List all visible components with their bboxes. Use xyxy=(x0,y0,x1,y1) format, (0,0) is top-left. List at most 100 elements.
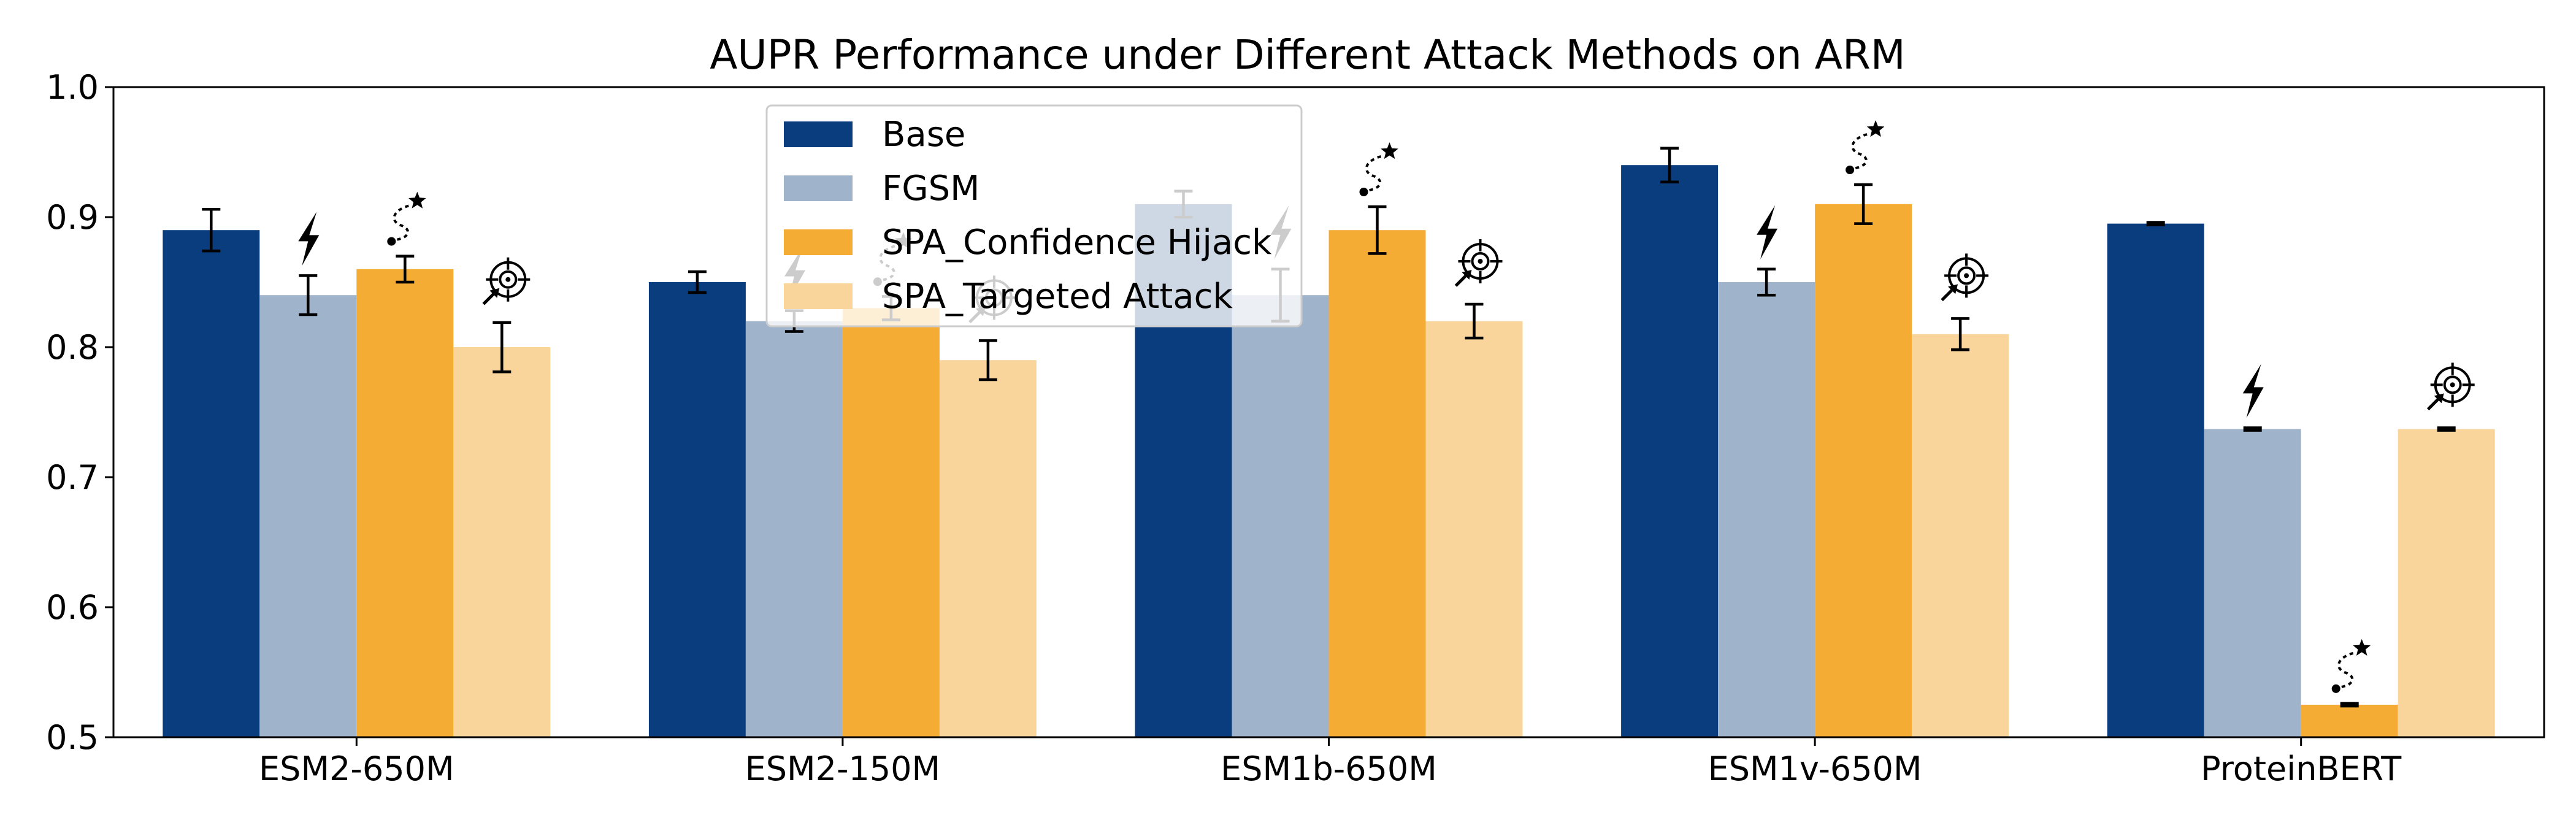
bolt-shape xyxy=(2242,364,2264,418)
x-tick-label: ProteinBERT xyxy=(2201,749,2402,788)
axes-layer: 0.5 0.6 0.7 0.8 0.9 1.0 ESM2-650M ESM2-150M ESM1… xyxy=(46,68,2545,788)
bar xyxy=(2398,429,2495,737)
error-bar xyxy=(1951,317,1970,351)
bar xyxy=(2204,429,2301,737)
bar xyxy=(1425,321,1523,737)
dotted-path-star-icon xyxy=(2331,638,2371,693)
arrow-head xyxy=(489,288,500,298)
bar xyxy=(2107,223,2204,738)
arrow-head xyxy=(1462,270,1472,280)
target-inner-ring xyxy=(1471,252,1490,270)
dotted-path-star-icon xyxy=(1846,120,1885,174)
legend-swatch xyxy=(784,175,853,201)
bar xyxy=(842,308,940,737)
path-start-dot xyxy=(1846,166,1855,174)
arrow-head xyxy=(2434,393,2444,404)
error-bar xyxy=(396,255,415,284)
bar xyxy=(745,321,843,737)
dotted-path xyxy=(1365,155,1382,192)
error-bar xyxy=(493,321,512,374)
crosshair-target-icon xyxy=(1454,239,1503,287)
error-bar xyxy=(688,270,707,294)
legend-entry: Base xyxy=(784,115,965,155)
dotted-path xyxy=(1851,133,1868,170)
error-bar xyxy=(2243,426,2262,432)
dotted-path-star-icon xyxy=(387,191,426,246)
legend-swatch xyxy=(784,283,853,309)
bar xyxy=(356,269,454,737)
x-tick-label: ESM2-150M xyxy=(745,749,941,788)
bar xyxy=(939,360,1037,737)
bolt-shape xyxy=(298,212,320,266)
star-shape xyxy=(1381,142,1398,159)
target-center-dot xyxy=(2450,382,2455,388)
bar xyxy=(1718,282,1815,737)
lightning-bolt-icon xyxy=(2242,364,2264,418)
legend-label: FGSM xyxy=(882,169,979,209)
legend-swatch xyxy=(784,121,853,147)
bar xyxy=(1815,204,1912,737)
error-bar xyxy=(1757,267,1776,297)
bar xyxy=(1328,230,1426,737)
dotted-path xyxy=(393,204,409,242)
x-tick-label: ESM2-650M xyxy=(259,749,454,788)
bars-layer xyxy=(163,147,2495,738)
bar xyxy=(259,295,357,737)
error-bar xyxy=(299,274,318,316)
y-tick-label: 0.5 xyxy=(46,718,99,757)
target-center-dot xyxy=(1478,259,1483,264)
target-center-dot xyxy=(505,277,511,282)
dotted-path xyxy=(2337,651,2354,689)
target-inner-ring xyxy=(2443,375,2462,394)
arrow-head xyxy=(1948,284,1958,294)
error-bar xyxy=(1854,183,1873,225)
star-shape xyxy=(1866,120,1885,137)
bar xyxy=(1232,295,1329,737)
path-start-dot xyxy=(2331,684,2340,693)
crosshair-target-icon xyxy=(482,257,531,305)
chart-title: AUPR Performance under Different Attack … xyxy=(710,31,1906,79)
error-bar xyxy=(1368,205,1387,255)
error-bar xyxy=(1465,302,1484,340)
legend-entry: FGSM xyxy=(784,169,979,209)
bar xyxy=(1621,165,1719,737)
crosshair-target-icon xyxy=(2426,362,2475,411)
bar xyxy=(163,230,260,737)
bar xyxy=(1912,334,2009,737)
legend-label: SPA_Confidence Hijack xyxy=(882,223,1272,263)
legend-label: Base xyxy=(882,115,965,155)
y-tick-label: 1.0 xyxy=(46,68,99,107)
legend-label: SPA_Targeted Attack xyxy=(882,277,1233,316)
bar xyxy=(648,282,746,737)
star-shape xyxy=(408,191,426,209)
error-bar xyxy=(2437,426,2456,432)
legend-swatch xyxy=(784,229,853,255)
y-tick-label: 0.9 xyxy=(46,198,99,237)
star-shape xyxy=(2353,638,2371,656)
x-tick-label: ESM1v-650M xyxy=(1708,749,1922,788)
crosshair-target-icon xyxy=(1941,253,1989,302)
y-tick-label: 0.6 xyxy=(46,588,99,627)
path-start-dot xyxy=(1359,188,1368,196)
y-tick-label: 0.7 xyxy=(46,458,99,497)
target-inner-ring xyxy=(499,270,518,289)
error-bar xyxy=(2146,221,2165,226)
lightning-bolt-icon xyxy=(1757,205,1778,259)
path-start-dot xyxy=(387,237,396,246)
target-inner-ring xyxy=(1957,266,1976,285)
y-tick-label: 0.8 xyxy=(46,328,99,367)
lightning-bolt-icon xyxy=(298,212,320,266)
bar xyxy=(2301,705,2398,737)
error-bar xyxy=(2340,702,2359,708)
dotted-path-star-icon xyxy=(1359,142,1398,196)
legend-entry: SPA_Targeted Attack xyxy=(784,277,1233,316)
legend: Base FGSM SPA_Confidence Hijack SPA_Targete… xyxy=(765,104,1303,328)
legend-box xyxy=(765,104,1303,328)
bar xyxy=(453,347,551,737)
error-bar xyxy=(202,208,221,253)
legend-entry: SPA_Confidence Hijack xyxy=(784,223,1272,263)
bolt-shape xyxy=(1757,205,1778,259)
error-bar xyxy=(978,339,997,381)
